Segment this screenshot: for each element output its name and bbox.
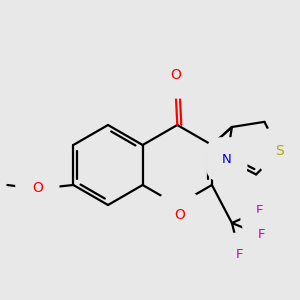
Text: O: O <box>174 208 185 222</box>
Text: O: O <box>32 181 43 195</box>
Text: N: N <box>222 153 232 166</box>
Text: F: F <box>236 248 244 262</box>
Text: O: O <box>170 68 181 82</box>
Text: F: F <box>258 229 266 242</box>
Text: F: F <box>256 205 264 218</box>
Text: S: S <box>275 144 284 158</box>
